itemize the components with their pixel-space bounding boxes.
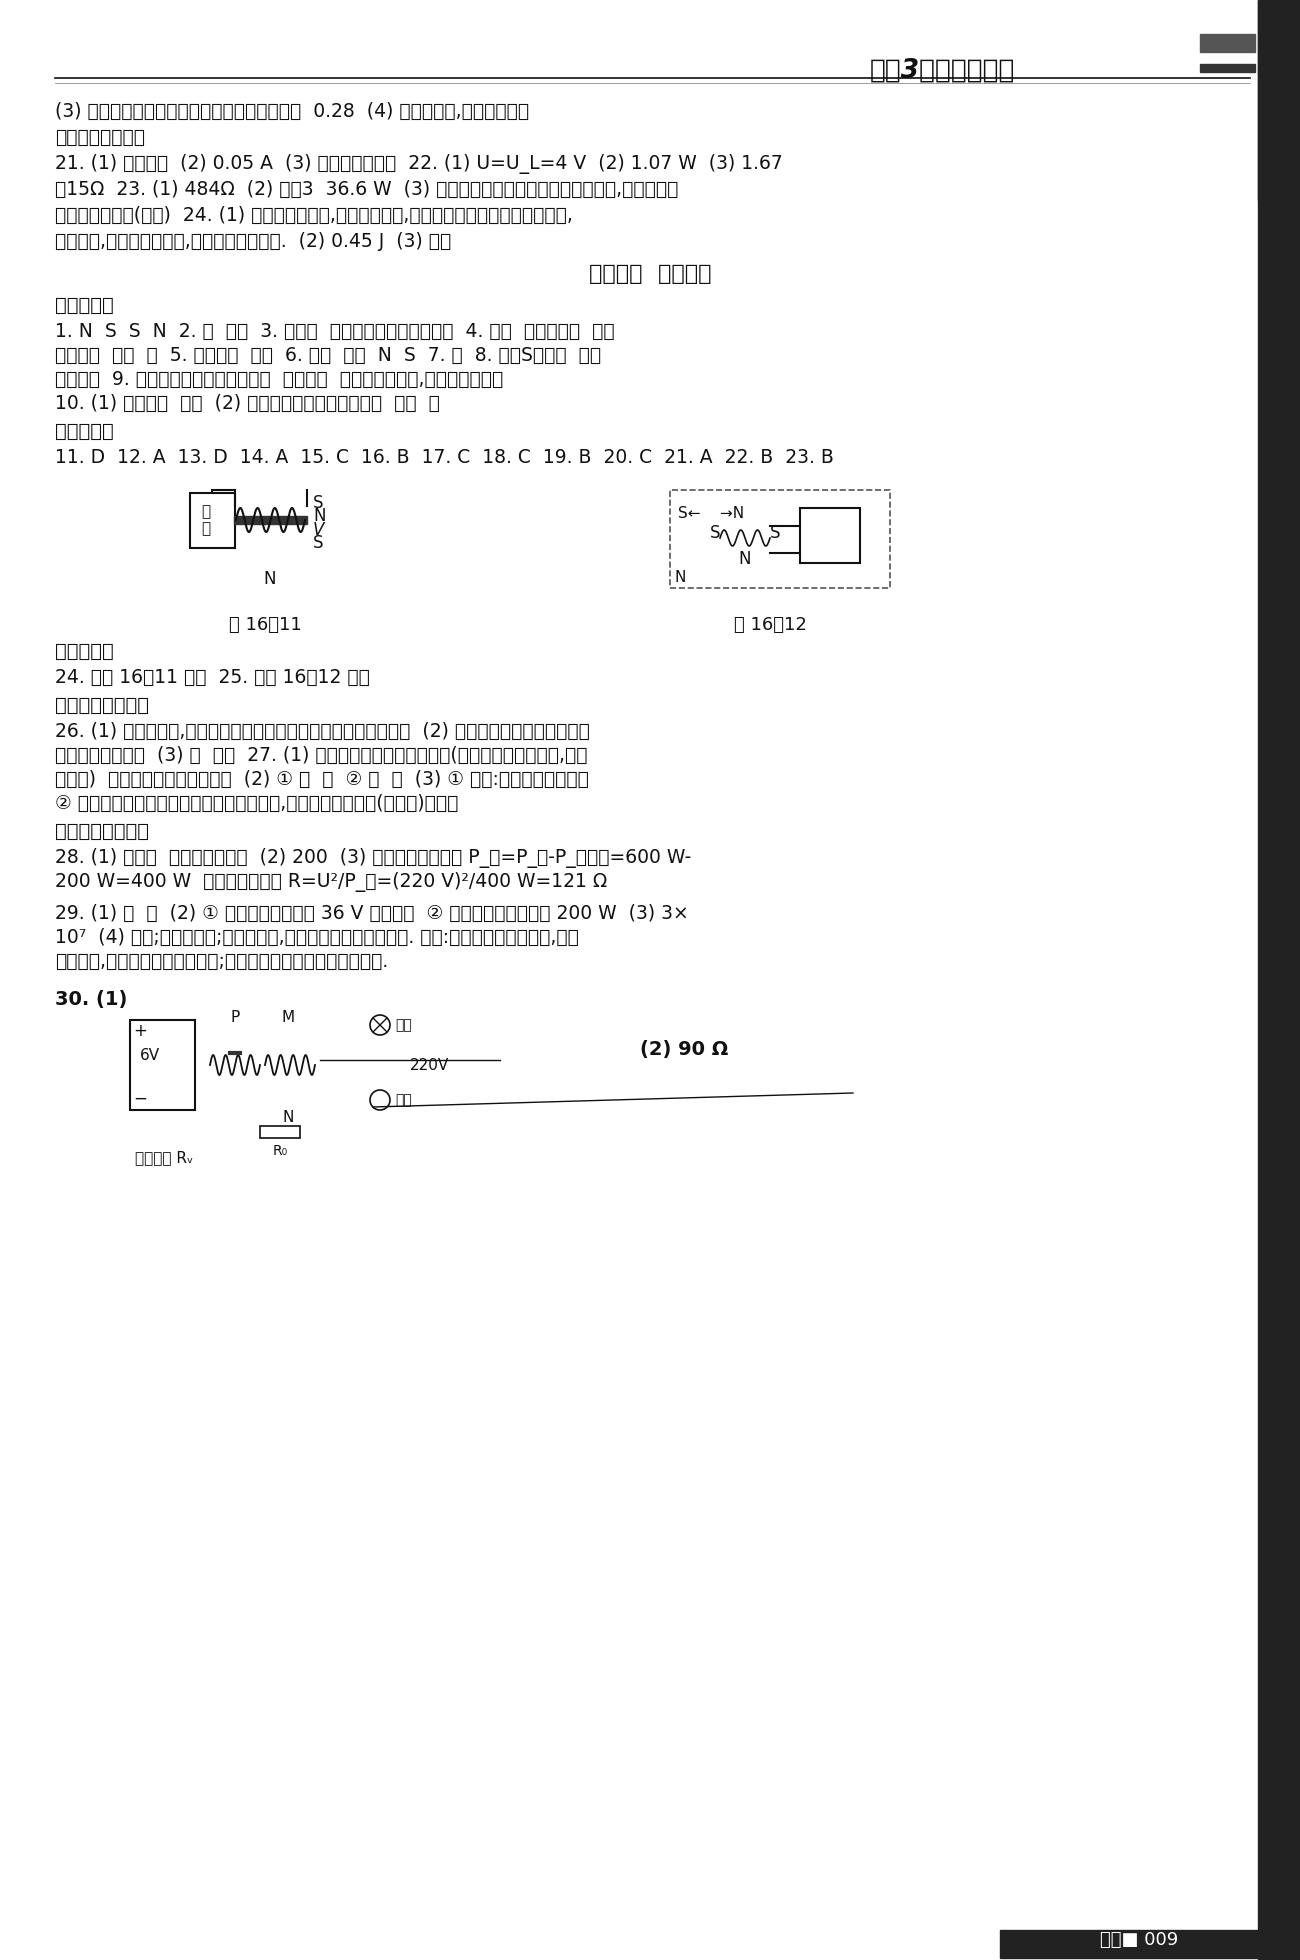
Text: 五、计算与应用题: 五、计算与应用题 — [55, 821, 150, 841]
Text: ～15Ω  23. (1) 484Ω  (2) 触点3  36.6 W  (3) 该同学所设计的电路调光亮度不连续,可用一滑动: ～15Ω 23. (1) 484Ω (2) 触点3 36.6 W (3) 该同学… — [55, 180, 679, 200]
Text: N: N — [675, 570, 686, 584]
Text: ② 将大小不同的铁心分别插入通电螺线管中,观察铁心吸引铁钉(大头针)的多少: ② 将大小不同的铁心分别插入通电螺线管中,观察铁心吸引铁钉(大头针)的多少 — [55, 794, 459, 813]
Text: N: N — [313, 508, 325, 525]
Text: N: N — [282, 1109, 294, 1125]
Bar — [1258, 0, 1300, 200]
Bar — [1000, 1931, 1300, 1958]
Text: 29. (1) 风  电  (2) ① 应选用额定电压为 36 V 的用电器  ② 用电器总功率不超过 200 W  (3) 3×: 29. (1) 风 电 (2) ① 应选用额定电压为 36 V 的用电器 ② 用… — [55, 904, 689, 923]
Text: 10. (1) 电磁感应  发电  (2) 通电导体在磁场中受力转动  电动  电: 10. (1) 电磁感应 发电 (2) 通电导体在磁场中受力转动 电动 电 — [55, 394, 439, 414]
Text: 电磁感应  9. 通电导体在磁场中受力转动  电磁感应  一个是电能生磁,一个是磁能生电: 电磁感应 9. 通电导体在磁场中受力转动 电磁感应 一个是电能生磁,一个是磁能生… — [55, 370, 503, 388]
Text: 三、作图题: 三、作图题 — [55, 643, 114, 661]
Text: 200 W=400 W  电热丝的电阻为 R=U²/P_丝=(220 V)²/400 W=121 Ω: 200 W=400 W 电热丝的电阻为 R=U²/P_丝=(220 V)²/40… — [55, 872, 607, 892]
Text: (3) 测出额定功率和电压偏高以及偏低时的功率  0.28  (4) 电压变大时,灯的电阻变大: (3) 测出额定功率和电压偏高以及偏低时的功率 0.28 (4) 电压变大时,灯… — [55, 102, 529, 122]
Text: M: M — [281, 1009, 295, 1025]
Text: 220V: 220V — [410, 1058, 450, 1072]
Text: (2) 90 Ω: (2) 90 Ω — [640, 1041, 728, 1058]
Text: +: + — [133, 1021, 147, 1041]
Bar — [800, 508, 861, 563]
Bar — [190, 494, 235, 549]
Bar — [234, 515, 307, 523]
Text: 二、选择题: 二、选择题 — [55, 421, 114, 441]
Text: 21. (1) 人走灯熄  (2) 0.05 A  (3) 节能灯更有优势  22. (1) U=U_L=4 V  (2) 1.07 W  (3) 1.67: 21. (1) 人走灯熄 (2) 0.05 A (3) 节能灯更有优势 22. … — [55, 155, 783, 174]
Text: S: S — [313, 494, 324, 512]
Text: S: S — [710, 523, 720, 543]
Text: R₀: R₀ — [273, 1145, 287, 1158]
Bar — [260, 1125, 300, 1139]
Text: 6V: 6V — [140, 1047, 160, 1062]
Text: 26. (1) 可能是断路,无电流或导线下方磁场方向与地磁场方向一致  (2) 因为只有通过磁场作用才能: 26. (1) 可能是断路,无电流或导线下方磁场方向与地磁场方向一致 (2) 因… — [55, 721, 590, 741]
Text: 绿灯: 绿灯 — [395, 1017, 412, 1033]
Text: S: S — [313, 533, 324, 553]
Text: 图 16－11: 图 16－11 — [229, 615, 302, 633]
Text: 电阻越大,产生的热量越多,所以细铜丝先熔断.  (2) 0.45 J  (3) 较粗: 电阻越大,产生的热量越多,所以细铜丝先熔断. (2) 0.45 J (3) 较粗 — [55, 231, 451, 251]
Bar — [1258, 0, 1300, 1960]
Text: 变阻器与灯串联(图略)  24. (1) 细铜丝的电阻大,根据焦耳定律,在电流和通电时间相同的情况下,: 变阻器与灯串联(图略) 24. (1) 细铜丝的电阻大,根据焦耳定律,在电流和通… — [55, 206, 573, 225]
Text: 四、实验与探究题: 四、实验与探究题 — [55, 696, 150, 715]
Text: S←    →N: S← →N — [679, 506, 744, 521]
Text: 电阻等)  电磁铁吸引大头针的多少  (2) ① 大  强  ② 多  强  (3) ① 提示:针对主题提出猜想: 电阻等) 电磁铁吸引大头针的多少 (2) ① 大 强 ② 多 强 (3) ① 提… — [55, 770, 589, 790]
Text: 一、填空题: 一、填空题 — [55, 296, 114, 316]
Text: V: V — [313, 521, 325, 539]
Text: 30. (1): 30. (1) — [55, 990, 127, 1009]
Text: S: S — [770, 523, 780, 543]
Text: 11. D  12. A  13. D  14. A  15. C  16. B  17. C  18. C  19. B  20. C  21. A  22.: 11. D 12. A 13. D 14. A 15. C 16. B 17. … — [55, 449, 833, 466]
Text: 图 16－12: 图 16－12 — [733, 615, 806, 633]
Text: 四、计算与应用题: 四、计算与应用题 — [55, 127, 146, 147]
Text: 使小磁针发生摆动  (3) 电  机械  27. (1) 调节滑动变阻器的滑片位置(改变连入电路的电阻,改变: 使小磁针发生摆动 (3) 电 机械 27. (1) 调节滑动变阻器的滑片位置(改… — [55, 747, 588, 764]
Text: 1. N  S  S  N  2. 南  沈括  3. 奥斯特  通电直导线周围存在磁场  4. 磁场  切割磁感线  感应: 1. N S S N 2. 南 沈括 3. 奥斯特 通电直导线周围存在磁场 4.… — [55, 321, 615, 341]
Bar — [130, 1019, 195, 1109]
Text: 下降较快,有望低于火力发电成本;风力发电对环境几乎没有污染等.: 下降较快,有望低于火力发电成本;风力发电对环境几乎没有污染等. — [55, 953, 389, 970]
Text: 电
源: 电 源 — [202, 504, 211, 537]
Bar — [1200, 33, 1254, 53]
Bar — [670, 490, 890, 588]
Text: 10⁷  (4) 困难;风力不稳定;前期投资大,导致风力发电成本较高等. 前景:随着技术不断的成熟,成本: 10⁷ (4) 困难;风力不稳定;前期投资大,导致风力发电成本较高等. 前景:随… — [55, 927, 578, 947]
Text: 28. (1) 电动机  电动机和电热丝  (2) 200  (3) 电热丝的功率应为 P_丝=P_总-P_电动机=600 W-: 28. (1) 电动机 电动机和电热丝 (2) 200 (3) 电热丝的功率应为… — [55, 849, 692, 868]
Text: 第十六章  过关检测: 第十六章 过关检测 — [589, 265, 711, 284]
Text: −: − — [133, 1090, 147, 1107]
Text: 24. 如图 16－11 所示  25. 如图 16－12 所示: 24. 如图 16－11 所示 25. 如图 16－12 所示 — [55, 668, 370, 688]
Text: 总期■ 009: 总期■ 009 — [1100, 1931, 1178, 1948]
Text: N: N — [264, 570, 276, 588]
Text: 电磁感应  机械  电  5. 通电导线  磁场  6. 磁极  磁场  N  S  7. 无  8. 开关S未闭合  闭合: 电磁感应 机械 电 5. 通电导线 磁场 6. 磁极 磁场 N S 7. 无 8… — [55, 347, 601, 365]
Text: 红灯: 红灯 — [395, 1094, 412, 1107]
Text: 压敏电阻 Rᵥ: 压敏电阻 Rᵥ — [135, 1151, 194, 1164]
Bar — [1200, 65, 1254, 73]
Text: 《金3练》参考答案: 《金3练》参考答案 — [870, 59, 1015, 84]
Text: P: P — [230, 1009, 239, 1025]
Text: N: N — [738, 551, 751, 568]
